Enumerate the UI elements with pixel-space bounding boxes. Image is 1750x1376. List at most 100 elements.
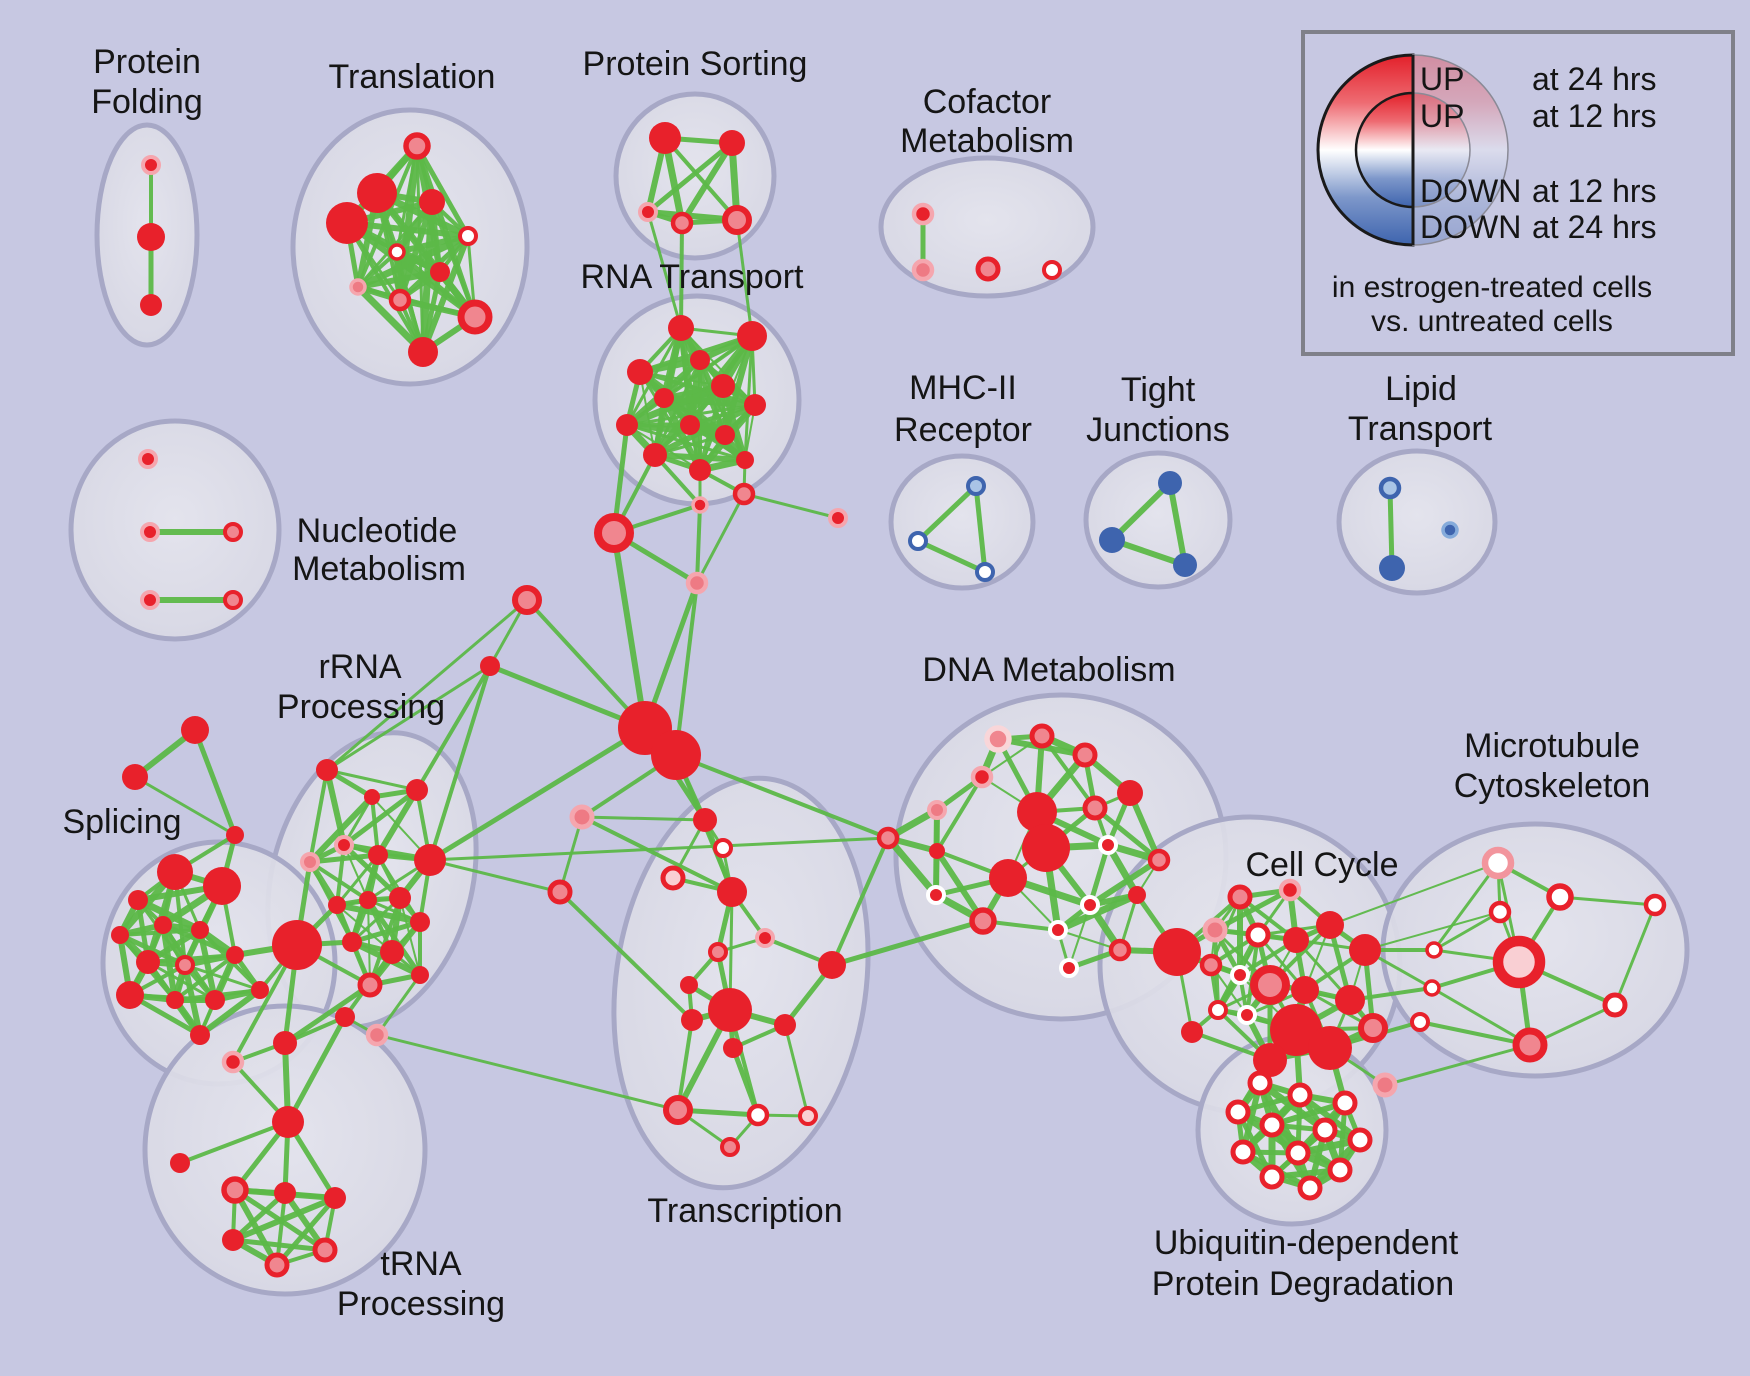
cluster-rrna-processing-label: Processing [277, 688, 445, 726]
network-node [272, 1106, 304, 1138]
network-edge [355, 284, 426, 355]
network-node [691, 496, 709, 514]
legend-direction-label: DOWN [1420, 173, 1521, 209]
network-edge [192, 729, 238, 836]
network-edge [1109, 480, 1173, 543]
network-node [744, 394, 766, 416]
network-node [136, 950, 160, 974]
cluster-cell-cycle-label: Cell Cycle [1245, 846, 1398, 884]
network-edge [173, 953, 237, 1002]
network-node [926, 885, 946, 905]
network-edge [783, 1024, 810, 1117]
network-edge [1271, 1100, 1346, 1128]
cluster-transcription-label: Transcription [647, 1192, 842, 1230]
cluster-rna-transport-label: RNA Transport [581, 258, 805, 296]
network-node [380, 940, 404, 964]
network-edge [695, 504, 702, 584]
network-node [1259, 1164, 1285, 1190]
network-node [408, 337, 438, 367]
network-edge [1167, 482, 1188, 566]
legend-box [1301, 30, 1735, 356]
network-node [1230, 1139, 1256, 1165]
network-edge [415, 664, 492, 792]
network-node [251, 981, 269, 999]
network-edge [1056, 891, 1139, 934]
network-node [1332, 1090, 1358, 1116]
legend-direction-label: UP [1420, 98, 1464, 134]
network-edge [1613, 904, 1657, 1006]
network-edge [198, 987, 262, 1038]
network-edge [231, 1191, 287, 1242]
network-node [226, 826, 244, 844]
network-edge [1432, 862, 1500, 951]
network-edge [934, 849, 986, 923]
network-edge [285, 1015, 348, 1124]
cluster-tight-junctions-label: Tight [1121, 371, 1196, 409]
network-node [1283, 927, 1309, 953]
network-node [1259, 1112, 1285, 1138]
network-node [300, 852, 320, 872]
network-edge [663, 394, 756, 409]
network-node [273, 1031, 297, 1055]
network-node [719, 130, 745, 156]
network-node [190, 1025, 210, 1045]
network-node [1108, 938, 1132, 962]
network-node [651, 730, 701, 780]
legend-time-label: at 12 hrs [1532, 173, 1657, 209]
network-node [681, 1009, 703, 1031]
network-node [1225, 1099, 1251, 1125]
cluster-dna-metabolism-label: DNA Metabolism [922, 651, 1175, 689]
network-node [1099, 527, 1125, 553]
cluster-rrna-processing-label: rRNA [318, 648, 401, 686]
network-edge [1433, 910, 1501, 952]
network-node [457, 299, 493, 335]
network-node [458, 226, 478, 246]
network-node [547, 879, 573, 905]
network-edge [428, 665, 492, 861]
network-node [223, 522, 243, 542]
network-node [157, 854, 193, 890]
network-node [755, 928, 775, 948]
network-node [975, 562, 995, 582]
network-edge [695, 493, 746, 584]
network-node [111, 926, 129, 944]
network-node [226, 946, 244, 964]
network-node [1029, 723, 1055, 749]
network-node [638, 202, 658, 222]
network-node [140, 590, 160, 610]
network-node [746, 1103, 770, 1127]
network-node [927, 800, 947, 820]
network-edge [283, 982, 372, 1046]
network-node [411, 966, 429, 984]
network-node [1173, 553, 1197, 577]
network-node [205, 990, 225, 1010]
network-node [170, 1153, 190, 1173]
network-edge [916, 484, 978, 543]
network-node [191, 921, 209, 939]
cluster-cofactor-metabolism-label: Cofactor [923, 83, 1052, 121]
network-node [1441, 521, 1459, 539]
network-node [1492, 935, 1546, 989]
network-node [324, 1187, 346, 1209]
network-node [1278, 878, 1302, 902]
network-node [1643, 893, 1667, 917]
network-node [140, 522, 160, 542]
network-node [272, 920, 322, 970]
network-edge [1087, 844, 1111, 906]
network-node [222, 1229, 244, 1251]
cluster-nucleotide-metabolism-label: Metabolism [292, 550, 466, 588]
network-node [1291, 976, 1319, 1004]
network-node [335, 1007, 355, 1027]
network-edge [232, 1237, 326, 1253]
network-node [1199, 953, 1223, 977]
legend-time-label: at 24 hrs [1532, 209, 1657, 245]
network-node [264, 1252, 290, 1278]
network-node [711, 374, 735, 398]
network-node [828, 508, 848, 528]
network-edge [743, 492, 839, 520]
network-node [414, 844, 446, 876]
network-node [627, 359, 653, 385]
legend-direction-label: DOWN [1420, 209, 1521, 245]
network-edge [179, 1120, 289, 1165]
